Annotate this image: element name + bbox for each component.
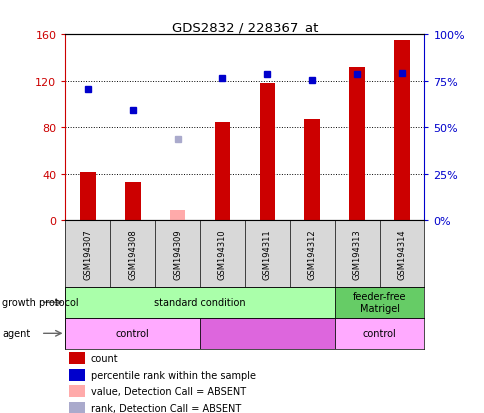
Text: GSM194313: GSM194313 bbox=[352, 229, 361, 279]
Bar bbox=[65, 318, 199, 349]
Bar bbox=[200, 318, 334, 349]
Text: value, Detection Call = ABSENT: value, Detection Call = ABSENT bbox=[91, 386, 245, 396]
Bar bbox=[69, 401, 85, 413]
Text: percentile rank within the sample: percentile rank within the sample bbox=[91, 370, 255, 380]
Text: control: control bbox=[362, 328, 395, 339]
Text: GSM194309: GSM194309 bbox=[173, 229, 182, 279]
Text: GSM194314: GSM194314 bbox=[396, 229, 406, 279]
Bar bbox=[65, 287, 334, 318]
Bar bbox=[125, 183, 140, 221]
Text: rank, Detection Call = ABSENT: rank, Detection Call = ABSENT bbox=[91, 403, 241, 413]
Bar bbox=[69, 352, 85, 364]
Bar bbox=[214, 122, 230, 221]
Bar bbox=[334, 318, 424, 349]
Bar bbox=[80, 172, 95, 221]
Bar bbox=[69, 369, 85, 381]
Text: control: control bbox=[116, 328, 150, 339]
Text: feeder-free
Matrigel: feeder-free Matrigel bbox=[352, 292, 406, 313]
Text: standard condition: standard condition bbox=[154, 297, 245, 308]
Bar bbox=[69, 385, 85, 397]
Bar bbox=[393, 41, 409, 221]
Text: GSM194312: GSM194312 bbox=[307, 229, 316, 279]
Text: GSM194307: GSM194307 bbox=[83, 229, 92, 279]
Text: agent: agent bbox=[2, 328, 30, 339]
Bar bbox=[334, 287, 424, 318]
Text: GSM194311: GSM194311 bbox=[262, 229, 272, 279]
Bar bbox=[169, 211, 185, 221]
Text: GSM194310: GSM194310 bbox=[217, 229, 227, 279]
Title: GDS2832 / 228367_at: GDS2832 / 228367_at bbox=[171, 21, 318, 34]
Text: growth protocol: growth protocol bbox=[2, 297, 79, 308]
Text: count: count bbox=[91, 353, 118, 363]
Text: GSM194308: GSM194308 bbox=[128, 229, 137, 279]
Bar bbox=[259, 84, 274, 221]
Text: sphingosine-1-phosphate: sphingosine-1-phosphate bbox=[218, 329, 315, 338]
Bar bbox=[304, 120, 319, 221]
Bar bbox=[348, 68, 364, 221]
